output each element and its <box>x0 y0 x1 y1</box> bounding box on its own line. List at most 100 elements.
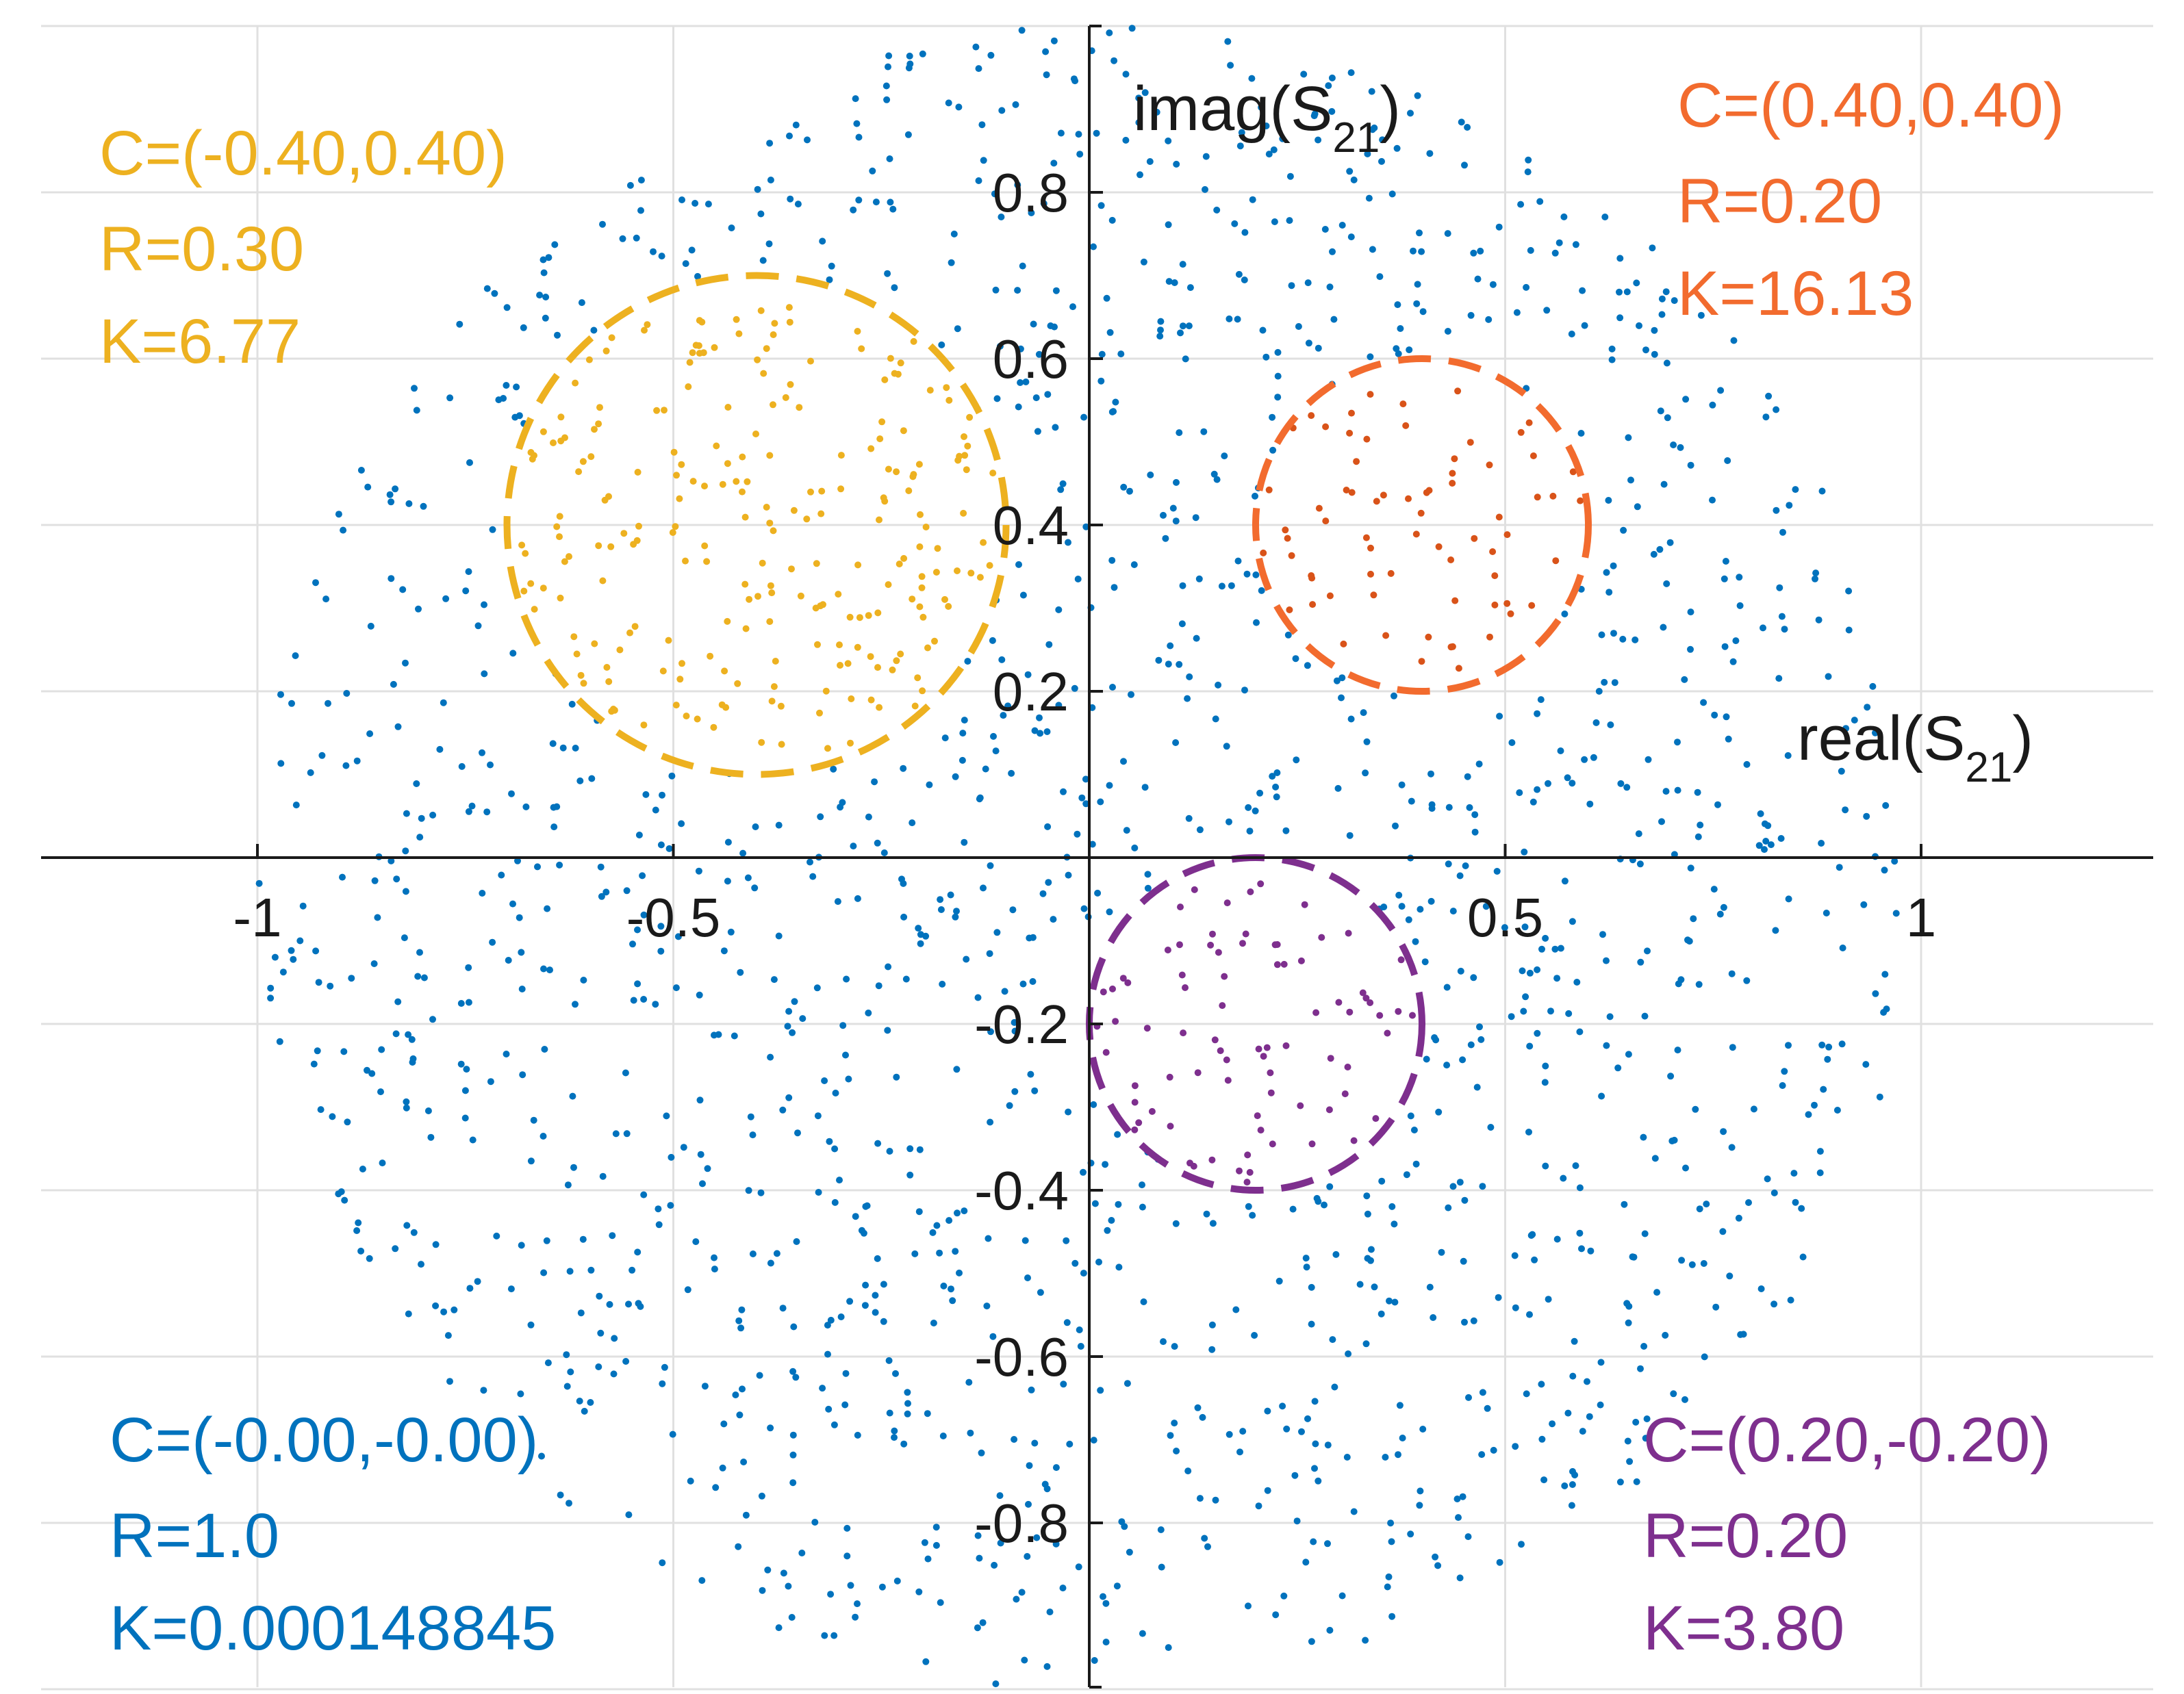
data-point <box>405 500 413 507</box>
data-point <box>1418 658 1425 665</box>
data-point <box>340 1048 348 1055</box>
data-point <box>466 459 473 466</box>
data-point <box>1113 1582 1121 1590</box>
data-point <box>1542 1062 1549 1070</box>
data-point <box>997 1539 1004 1547</box>
data-point <box>440 699 447 706</box>
data-point <box>770 976 778 984</box>
data-point <box>1029 934 1037 941</box>
data-point <box>691 200 699 207</box>
data-point <box>1631 636 1639 643</box>
data-point <box>757 307 765 314</box>
data-point <box>1663 359 1671 367</box>
data-point <box>694 272 701 280</box>
data-point <box>1273 793 1280 801</box>
data-point <box>1391 692 1397 700</box>
data-point <box>1449 1183 1457 1190</box>
data-point <box>1564 1409 1572 1417</box>
data-point <box>1347 233 1355 241</box>
data-point <box>1735 1214 1742 1222</box>
data-point <box>465 568 472 576</box>
data-point <box>1244 1151 1252 1159</box>
data-point <box>1486 633 1493 641</box>
data-point <box>1106 908 1113 916</box>
data-point <box>1131 1099 1139 1106</box>
data-point <box>1269 446 1277 454</box>
data-point <box>1219 1002 1226 1010</box>
data-point <box>987 1028 994 1036</box>
data-point <box>700 349 707 357</box>
data-point <box>836 641 843 649</box>
data-point <box>1196 1495 1204 1502</box>
data-point <box>1304 662 1311 669</box>
data-point <box>1167 1432 1174 1439</box>
data-point <box>1823 910 1830 916</box>
data-point <box>884 1027 891 1034</box>
data-point <box>1512 1443 1519 1450</box>
data-point <box>713 442 720 450</box>
data-point <box>1833 1107 1841 1114</box>
data-point <box>1286 217 1293 224</box>
data-point <box>1625 434 1632 441</box>
data-point <box>561 558 568 565</box>
data-point <box>1603 957 1610 964</box>
data-point <box>1325 82 1332 90</box>
data-point <box>1009 906 1017 914</box>
data-point <box>1060 1381 1067 1388</box>
data-point <box>639 872 646 880</box>
data-point <box>837 1313 845 1320</box>
data-point <box>640 721 648 729</box>
data-point <box>876 516 883 524</box>
data-point <box>989 470 997 477</box>
data-point <box>1178 971 1186 979</box>
data-point <box>1157 326 1164 334</box>
data-point <box>728 224 735 231</box>
data-point <box>587 453 595 461</box>
data-point <box>843 1524 851 1532</box>
data-point <box>1112 398 1119 406</box>
data-point <box>889 666 896 673</box>
data-point <box>1345 929 1352 937</box>
data-point <box>1158 1563 1165 1571</box>
data-point <box>754 185 761 193</box>
data-point <box>1057 486 1065 493</box>
data-point <box>1226 818 1232 825</box>
data-point <box>1579 287 1586 294</box>
data-point <box>1787 1296 1794 1304</box>
data-point <box>792 1374 800 1381</box>
data-point <box>641 326 648 334</box>
data-point <box>814 1112 822 1120</box>
data-point <box>414 973 422 980</box>
data-point <box>1637 958 1645 966</box>
data-point <box>1579 1428 1586 1435</box>
data-point <box>1343 1454 1351 1461</box>
data-point <box>416 834 424 841</box>
data-point <box>1772 927 1779 934</box>
data-point <box>1757 1285 1765 1292</box>
data-point <box>1653 1289 1661 1296</box>
data-point <box>1135 119 1143 126</box>
data-point <box>1044 391 1052 398</box>
data-point <box>1842 806 1849 814</box>
data-point <box>1248 75 1256 82</box>
data-point <box>1267 1089 1275 1096</box>
data-point <box>874 1140 882 1147</box>
data-point <box>1264 1487 1271 1494</box>
data-point <box>939 980 946 988</box>
data-point <box>1560 1175 1567 1182</box>
data-point <box>1075 131 1082 138</box>
data-point <box>1461 1196 1469 1204</box>
data-point <box>659 667 667 675</box>
data-point <box>1184 695 1191 702</box>
data-point <box>1534 966 1541 973</box>
data-point <box>1522 993 1529 1001</box>
data-point <box>314 1047 321 1055</box>
data-point <box>1511 1252 1519 1259</box>
data-point <box>1398 903 1406 910</box>
data-point <box>325 700 331 707</box>
data-point <box>1213 476 1221 483</box>
data-point <box>1473 1083 1481 1091</box>
data-point <box>685 383 692 390</box>
data-point <box>945 396 953 404</box>
data-point <box>1246 1168 1254 1176</box>
